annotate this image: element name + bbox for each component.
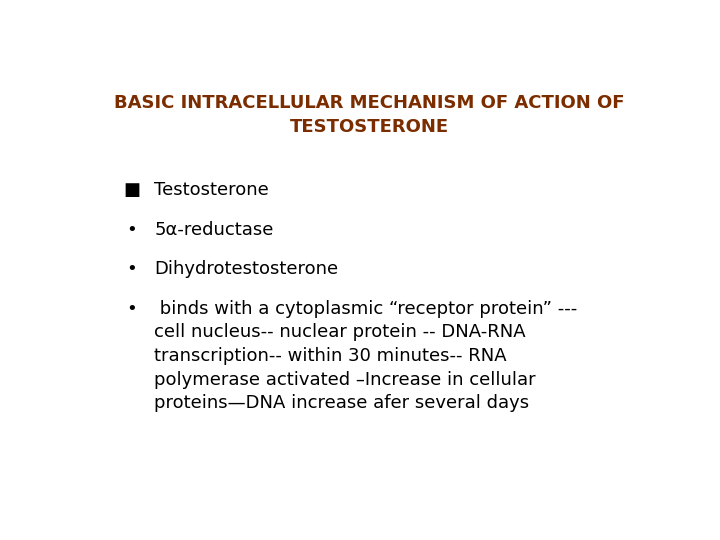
Text: •: • xyxy=(127,221,138,239)
Text: Testosterone: Testosterone xyxy=(154,181,269,199)
Text: BASIC INTRACELLULAR MECHANISM OF ACTION OF
TESTOSTERONE: BASIC INTRACELLULAR MECHANISM OF ACTION … xyxy=(114,94,624,136)
Text: 5α-reductase: 5α-reductase xyxy=(154,221,274,239)
Text: •: • xyxy=(127,260,138,278)
Text: Dihydrotestosterone: Dihydrotestosterone xyxy=(154,260,338,278)
Text: binds with a cytoplasmic “receptor protein” ---
cell nucleus-- nuclear protein -: binds with a cytoplasmic “receptor prote… xyxy=(154,300,577,412)
Text: •: • xyxy=(127,300,138,318)
Text: ■: ■ xyxy=(123,181,140,199)
